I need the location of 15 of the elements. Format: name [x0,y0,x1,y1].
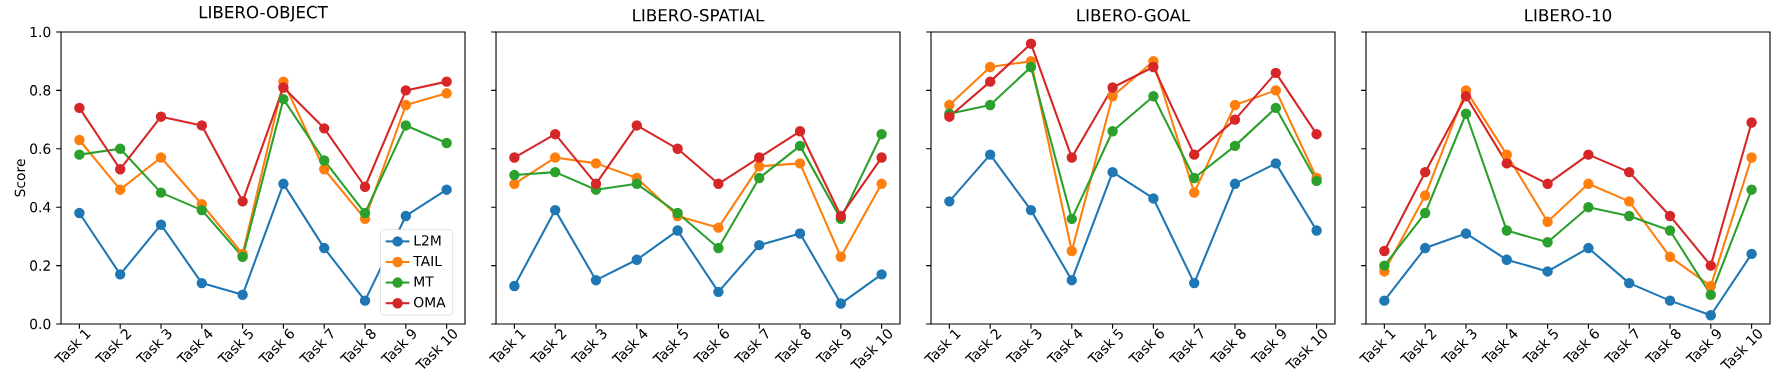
chart-title: LIBERO-10 [1525,8,1612,22]
chart-title: LIBERO-GOAL [1077,8,1191,22]
y-tick-label: 0.0 [30,318,51,330]
legend-label: TAIL [413,255,442,267]
legend-label: L2M [414,235,441,246]
y-axis-title: Score [14,159,26,197]
legend-label: OMA [414,296,446,308]
y-tick-label: 0.6 [30,143,51,155]
chart-title: LIBERO-OBJECT [199,5,328,22]
y-tick-label: 0.2 [30,260,50,271]
chart-title: LIBERO-SPATIAL [633,8,765,22]
y-tick-label: 0.4 [30,201,51,213]
y-tick-label: 0.8 [30,85,51,96]
legend-label: MT [414,276,434,287]
y-tick-label: 1.0 [30,26,51,38]
